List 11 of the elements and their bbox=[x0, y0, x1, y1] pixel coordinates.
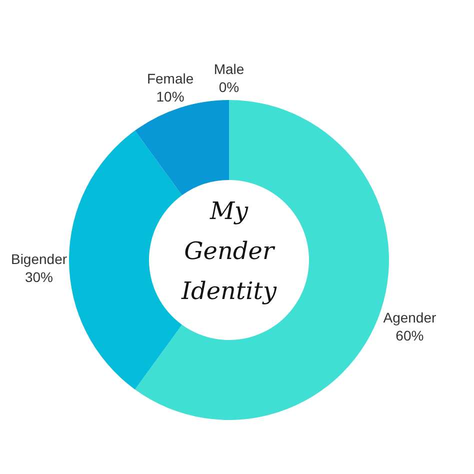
data-label: 30% bbox=[24, 269, 54, 285]
slice-label: Female bbox=[146, 70, 194, 86]
slice-label: Agender bbox=[383, 310, 436, 326]
text: 0% bbox=[218, 79, 240, 95]
data-label: 10% bbox=[156, 88, 184, 104]
donut-slice bbox=[69, 130, 182, 390]
slice-label: Bigender bbox=[10, 251, 68, 267]
data-label: 60% bbox=[396, 328, 424, 344]
category-label: Male bbox=[214, 61, 244, 77]
text: My Gender Identity bbox=[180, 197, 277, 305]
donut-slice bbox=[134, 100, 229, 196]
